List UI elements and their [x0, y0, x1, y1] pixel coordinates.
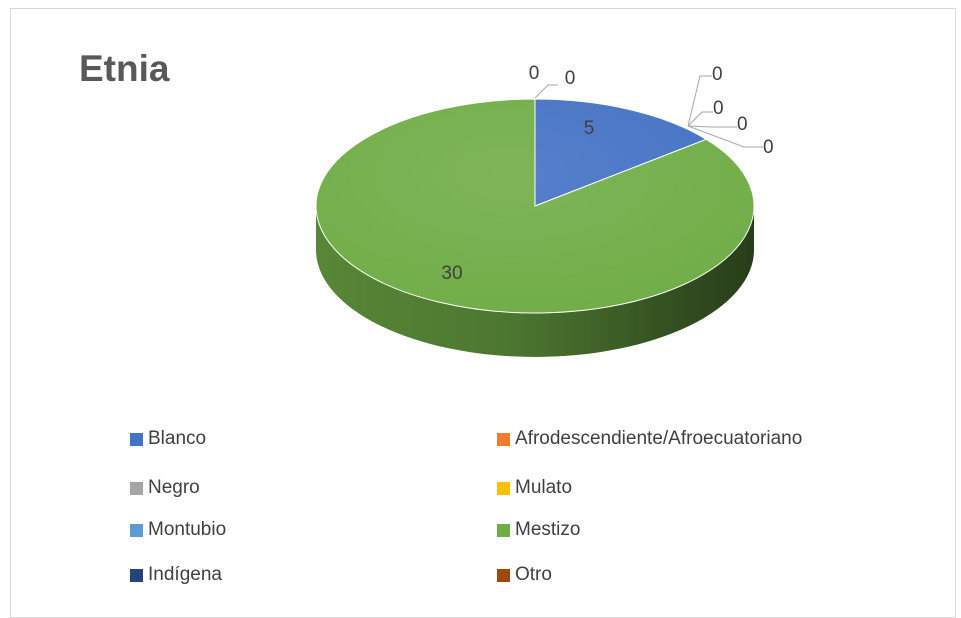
data-label-montubio: 0: [763, 137, 774, 158]
leader-line: [687, 111, 713, 127]
data-label-otro: 0: [565, 68, 576, 89]
leader-line: [687, 125, 763, 148]
leader-line: [687, 75, 712, 127]
leader-line: [534, 84, 558, 99]
data-label-negro: 0: [713, 98, 724, 119]
pie-side-mestizo: [316, 206, 754, 357]
leader-line: [687, 125, 737, 128]
data-label-blanco: 5: [584, 118, 595, 139]
data-label-mestizo: 30: [441, 263, 462, 284]
data-label-ind-gena: 0: [529, 63, 540, 84]
chart-title: Etnia: [79, 48, 170, 89]
data-label-afrodescendiente-afroecuatoriano: 0: [712, 64, 723, 85]
data-label-mulato: 0: [737, 114, 748, 135]
